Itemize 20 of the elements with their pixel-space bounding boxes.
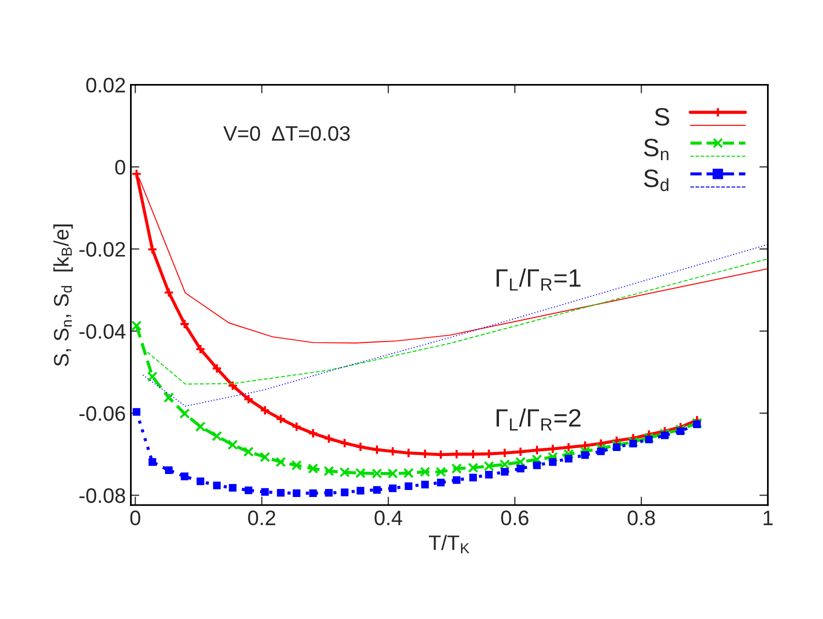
annotation: Γ$_{L}$/Γ$_{R}$=2 [496,408,580,430]
x-tick-label: 0.8 [628,510,655,526]
legend-label: S [654,108,670,126]
x-axis-title: T/T$_{K}$ [428,534,470,554]
annotation: Γ$_{L}$/Γ$_{R}$=1 [496,268,581,291]
x-tick-label: 1 [764,510,773,526]
annotation: V=0 ΔT=0.03 [223,126,350,141]
x-tick-label: 0.6 [501,510,528,526]
y-tick-label: 0.02 [86,78,125,93]
x-tick-label: 0 [130,510,140,526]
y-axis-title: S, S$_{n}$, S$_{d}$ [k$_{B}$/e] [53,224,73,366]
legend-label: S$_{n}$ [644,138,668,160]
y-tick-label: -0.08 [79,488,126,504]
y-tick-label: -0.06 [79,406,126,421]
x-tick-label: 0.4 [374,510,402,526]
legend-label: S$_{d}$ [644,170,668,192]
x-tick-label: 0.2 [248,510,276,526]
y-tick-label: -0.04 [79,324,126,339]
y-tick-label: -0.02 [79,242,125,257]
y-tick-label: 0 [115,160,126,175]
